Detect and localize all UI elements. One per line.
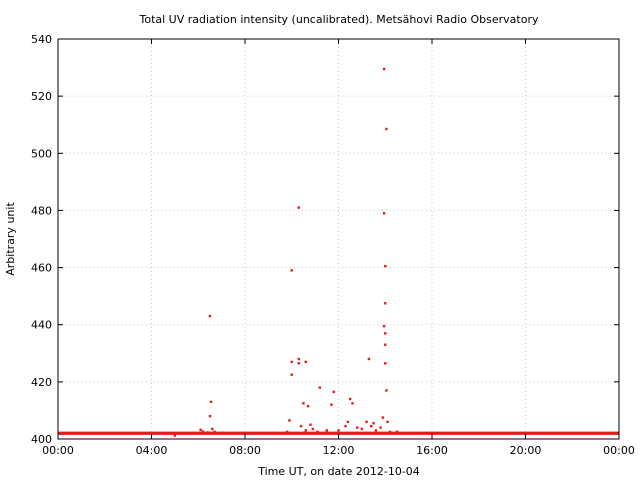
data-point	[388, 430, 392, 434]
data-point	[365, 420, 368, 424]
y-tick-label: 520	[31, 90, 52, 103]
data-point	[356, 426, 359, 429]
y-axis-label: Arbitrary unit	[4, 202, 17, 276]
data-point	[199, 428, 202, 432]
data-point	[288, 419, 291, 422]
data-point	[351, 402, 354, 405]
y-tick-label: 400	[31, 433, 52, 446]
data-point	[384, 264, 387, 268]
data-point	[382, 324, 386, 328]
data-point	[330, 403, 333, 406]
x-tick-label: 20:00	[510, 444, 542, 457]
data-point	[290, 373, 293, 376]
data-point	[337, 429, 340, 432]
x-tick-label: 12:00	[323, 444, 355, 457]
data-point	[348, 397, 352, 401]
data-point	[316, 430, 319, 434]
data-point	[297, 206, 300, 209]
data-point	[299, 424, 303, 428]
x-tick-label: 08:00	[229, 444, 261, 457]
data-point	[309, 423, 312, 426]
data-point	[201, 430, 205, 433]
data-point	[209, 400, 213, 404]
data-point	[379, 426, 382, 429]
data-point	[325, 429, 329, 432]
data-point	[367, 357, 371, 361]
y-tick-label: 540	[31, 33, 52, 46]
x-tick-label: 04:00	[136, 444, 168, 457]
data-point	[344, 424, 347, 428]
data-point	[395, 430, 399, 434]
y-tick-label: 480	[31, 204, 52, 217]
x-tick-labels: 00:00 04:00 08:00 12:00 16:00 20:00 00:00	[42, 444, 635, 457]
data-point	[285, 430, 289, 434]
data-point	[173, 434, 177, 437]
grid	[58, 39, 619, 439]
data-point	[381, 416, 385, 419]
data-point	[304, 360, 307, 364]
data-point	[302, 402, 305, 405]
data-point	[290, 269, 293, 272]
y-tick-label: 460	[31, 262, 52, 275]
data-point	[370, 424, 373, 428]
data-point	[208, 314, 212, 318]
data-point	[213, 430, 216, 434]
data-point	[384, 343, 387, 346]
x-tick-label: 16:00	[416, 444, 448, 457]
y-tick-label: 420	[31, 376, 52, 389]
y-tick-labels: 400 420 440 460 480 500 520 540	[31, 33, 52, 446]
data-point	[382, 67, 386, 71]
data-point	[384, 332, 387, 335]
data-point	[290, 360, 293, 364]
data-point	[332, 390, 336, 394]
data-point	[304, 429, 307, 432]
data-point	[297, 362, 300, 365]
x-axis-label: Time UT, on date 2012-10-04	[257, 465, 420, 478]
y-tick-label: 500	[31, 147, 52, 160]
data-point	[297, 357, 300, 361]
data-points	[173, 67, 399, 437]
axis-ticks	[57, 38, 620, 440]
data-point	[360, 427, 364, 431]
data-point	[386, 420, 389, 424]
y-tick-label: 440	[31, 319, 52, 332]
x-tick-label: 00:00	[42, 444, 74, 457]
data-point	[206, 431, 209, 434]
data-point	[372, 422, 375, 425]
chart-title: Total UV radiation intensity (uncalibrat…	[139, 13, 539, 26]
data-point	[384, 302, 387, 305]
data-point	[374, 429, 378, 432]
data-point	[208, 414, 212, 418]
data-point	[220, 431, 223, 434]
data-point	[385, 389, 388, 392]
x-tick-label: 00:00	[603, 444, 635, 457]
data-point	[306, 404, 310, 408]
data-point	[346, 420, 350, 424]
data-point	[385, 127, 388, 131]
data-point	[318, 386, 321, 389]
data-point	[384, 362, 387, 365]
data-point	[211, 427, 214, 431]
data-point	[382, 212, 386, 215]
data-point	[311, 427, 314, 431]
